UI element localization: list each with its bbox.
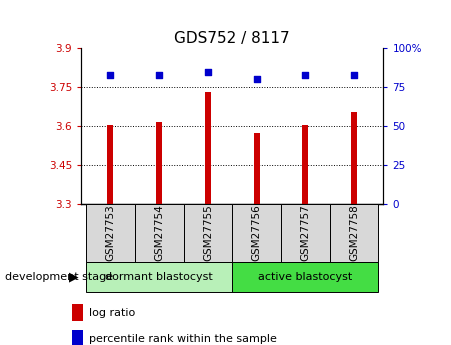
Bar <box>351 112 357 204</box>
Text: GSM27756: GSM27756 <box>252 205 262 261</box>
Bar <box>330 204 378 262</box>
Bar <box>254 133 260 204</box>
Text: ▶: ▶ <box>69 270 79 283</box>
Text: active blastocyst: active blastocyst <box>258 272 353 282</box>
Text: GSM27754: GSM27754 <box>154 205 164 261</box>
Bar <box>205 92 211 204</box>
Point <box>156 73 163 78</box>
Text: dormant blastocyst: dormant blastocyst <box>105 272 213 282</box>
Point <box>253 76 260 81</box>
Bar <box>232 262 378 292</box>
Title: GDS752 / 8117: GDS752 / 8117 <box>175 31 290 46</box>
Bar <box>303 125 308 204</box>
Text: GSM27753: GSM27753 <box>106 205 115 261</box>
Bar <box>232 204 281 262</box>
Text: GSM27758: GSM27758 <box>349 205 359 261</box>
Bar <box>184 204 232 262</box>
Point <box>350 72 358 78</box>
Bar <box>107 125 113 204</box>
Text: development stage: development stage <box>5 272 116 282</box>
Text: log ratio: log ratio <box>89 308 135 317</box>
Bar <box>86 204 135 262</box>
Bar <box>156 122 162 204</box>
Point <box>107 73 114 78</box>
Bar <box>72 330 83 345</box>
Text: GSM27757: GSM27757 <box>300 205 310 261</box>
Bar <box>86 262 232 292</box>
Text: percentile rank within the sample: percentile rank within the sample <box>89 334 276 344</box>
Bar <box>135 204 184 262</box>
Point <box>302 73 309 78</box>
Text: GSM27755: GSM27755 <box>203 205 213 261</box>
Bar <box>72 304 83 322</box>
Point <box>204 69 212 74</box>
Bar <box>281 204 330 262</box>
